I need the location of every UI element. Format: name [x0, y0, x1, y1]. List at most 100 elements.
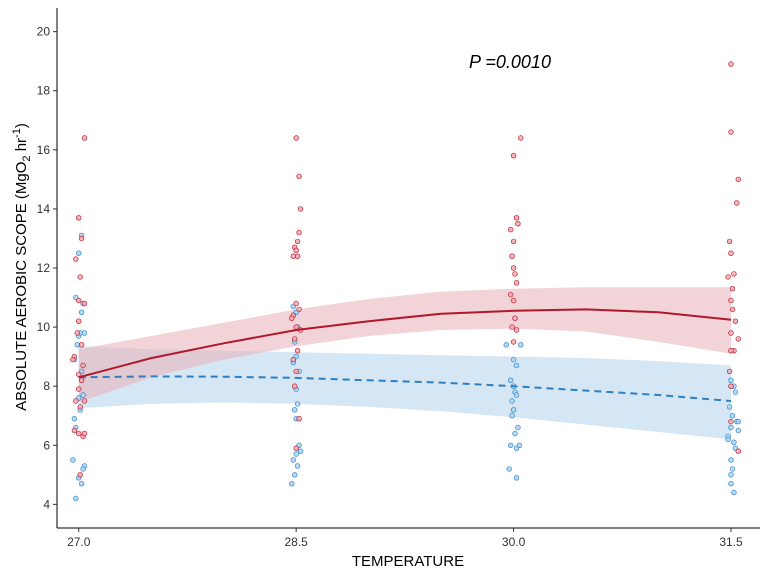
fit-line-2: [78, 375, 732, 402]
data-point-series1-73: [732, 318, 739, 324]
confidence-band-2: [78, 346, 731, 440]
data-point-series1-48: [518, 135, 524, 141]
data-point-series1-59: [512, 315, 518, 321]
confidence-band-1: [78, 287, 731, 403]
data-point-series1-58: [510, 297, 517, 304]
data-point-series1-13: [78, 377, 85, 383]
data-point-series1-21: [81, 135, 88, 141]
data-point-series2-56: [513, 475, 520, 481]
data-point-series2-68: [735, 427, 741, 434]
data-point-series2-42: [518, 342, 524, 348]
data-point-series1-66: [734, 200, 740, 206]
data-point-series1-47: [510, 153, 517, 159]
data-point-series1-69: [731, 271, 737, 277]
data-point-series1-25: [293, 135, 299, 141]
data-point-series1-68: [728, 250, 734, 256]
confidence-bands: [78, 287, 731, 440]
y-tick-label: 12: [37, 261, 51, 275]
data-point-series1-43: [292, 383, 298, 389]
data-point-series2-55: [506, 466, 512, 472]
y-tick-label: 18: [37, 84, 51, 98]
y-axis-title-main: ABSOLUTE AEROBIC SCOPE (MgO: [13, 162, 30, 411]
data-point-series1-61: [513, 327, 520, 333]
y-axis-title-end: ): [13, 123, 30, 128]
data-point-series1-26: [296, 173, 302, 180]
data-point-series1-27: [297, 206, 304, 212]
data-point-series1-45: [293, 445, 299, 451]
data-point-series2-43: [510, 356, 517, 363]
x-tick-label: 28.5: [284, 535, 308, 549]
data-point-series1-37: [293, 324, 299, 330]
data-point-series1-72: [729, 306, 736, 313]
data-point-series2-52: [512, 430, 518, 437]
data-point-series1-71: [728, 297, 734, 304]
data-point-series2-16: [80, 466, 86, 472]
data-point-series1-14: [75, 386, 82, 392]
fit-line-1: [78, 308, 732, 379]
data-point-series1-70: [725, 274, 731, 280]
data-point-series2-62: [726, 404, 733, 410]
data-point-series1-67: [726, 238, 733, 245]
data-point-series1-4: [77, 274, 83, 280]
data-point-series2-72: [728, 481, 734, 487]
data-point-series1-33: [293, 300, 299, 307]
y-tick-label: 16: [37, 143, 51, 157]
data-point-series2-17: [70, 457, 76, 463]
data-point-series1-44: [296, 416, 302, 422]
data-point-series1-78: [728, 383, 734, 389]
p-value-annotation: P =0.0010: [469, 52, 551, 72]
data-point-series2-37: [289, 481, 295, 487]
data-point-series2-50: [510, 407, 517, 413]
data-point-series1-20: [77, 472, 83, 478]
data-point-series2-57: [516, 442, 523, 448]
data-points: [70, 61, 741, 502]
data-point-series1-51: [508, 226, 514, 233]
data-point-series1-53: [509, 253, 515, 259]
data-point-series1-39: [292, 336, 298, 342]
data-point-series2-53: [508, 442, 514, 448]
y-tick-label: 6: [43, 438, 50, 452]
data-point-series2-70: [728, 457, 734, 463]
data-point-series1-65: [735, 176, 741, 183]
data-point-series2-74: [735, 418, 741, 425]
data-point-series2-76: [728, 472, 734, 478]
data-point-series1-3: [73, 256, 79, 262]
data-point-series2-65: [728, 424, 734, 431]
x-axis-title: TEMPERATURE: [352, 553, 464, 570]
data-point-series1-62: [510, 339, 517, 345]
x-tick-label: 27.0: [67, 535, 91, 549]
data-point-series2-45: [508, 377, 514, 383]
data-point-series2-59: [728, 377, 734, 383]
data-point-series1-57: [508, 291, 514, 298]
data-point-series1-5: [75, 297, 82, 304]
fit-lines: [78, 308, 732, 402]
data-point-series1-63: [728, 61, 734, 67]
data-point-series2-19: [78, 481, 85, 487]
data-point-series1-7: [75, 318, 82, 324]
y-tick-label: 20: [37, 25, 51, 39]
x-tick-label: 31.5: [719, 535, 743, 549]
data-point-series2-35: [294, 463, 301, 469]
data-point-series1-18: [71, 427, 78, 434]
data-point-series1-54: [510, 265, 517, 271]
data-point-series1-16: [77, 404, 83, 410]
data-point-series2-51: [515, 424, 521, 431]
data-point-series1-23: [70, 356, 76, 363]
y-axis-title-subscript: 2: [21, 155, 33, 161]
data-point-series1-1: [75, 215, 82, 221]
data-point-series1-11: [80, 362, 86, 369]
data-point-series1-56: [513, 280, 520, 286]
y-tick-label: 14: [37, 202, 51, 216]
data-point-series1-32: [294, 253, 301, 259]
data-point-series1-28: [296, 229, 302, 236]
data-point-series2-14: [71, 416, 78, 422]
data-point-series2-73: [731, 489, 737, 496]
data-point-series1-2: [78, 235, 85, 242]
data-point-series1-46: [294, 238, 301, 245]
y-axis-ticks: 4 6 8 10 12 14 16 18 20: [37, 25, 57, 511]
data-point-series2-36: [292, 472, 298, 478]
data-point-series1-24: [81, 430, 88, 437]
data-point-series2-3: [78, 309, 85, 315]
data-point-series2-38: [297, 448, 304, 454]
data-point-series1-82: [729, 286, 736, 292]
